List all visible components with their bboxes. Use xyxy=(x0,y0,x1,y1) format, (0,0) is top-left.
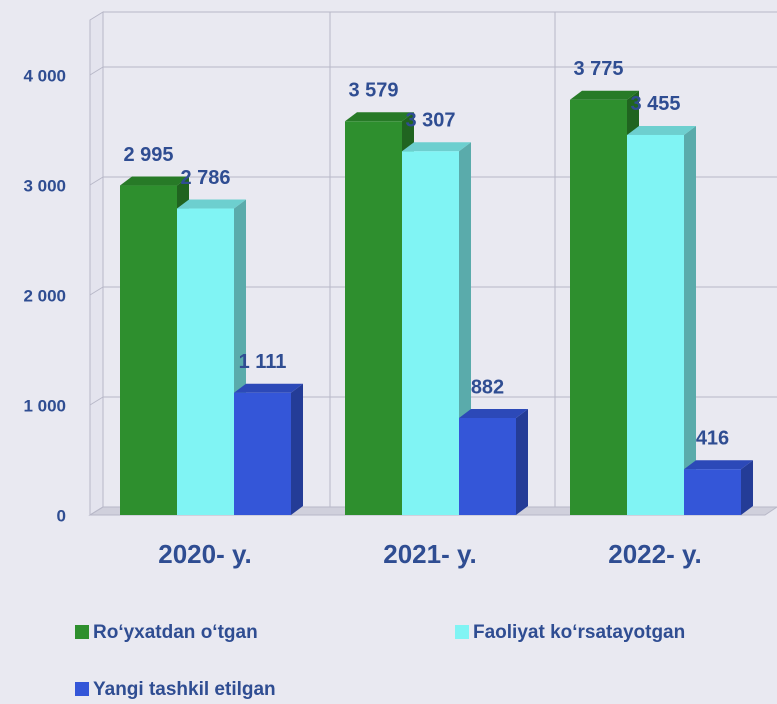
bar-top xyxy=(570,90,639,100)
bar xyxy=(684,460,753,515)
bar xyxy=(459,408,528,515)
grid-line xyxy=(89,396,104,406)
legend-label: Yangi tashkil etilgan xyxy=(93,679,276,700)
bar-front xyxy=(459,417,516,515)
data-label: 3 455 xyxy=(630,93,680,115)
grid-line xyxy=(89,506,104,516)
bar-top xyxy=(234,383,303,393)
data-label: 1 111 xyxy=(239,351,287,373)
bar-top xyxy=(684,460,753,470)
bar-front xyxy=(570,99,627,515)
legend-label: Ro‘yxatdan o‘tgan xyxy=(93,622,258,643)
bar-front xyxy=(177,208,234,516)
bar-side xyxy=(684,125,696,515)
bar-front xyxy=(627,134,684,515)
bar-front xyxy=(402,151,459,516)
bar-side xyxy=(516,408,528,515)
y-tick-label: 3 000 xyxy=(23,176,66,195)
y-tick-label: 4 000 xyxy=(23,66,66,85)
data-label: 882 xyxy=(471,376,504,398)
data-label: 416 xyxy=(696,428,729,450)
legend-swatch xyxy=(455,625,469,639)
y-tick-label: 0 xyxy=(57,506,66,525)
bar-top xyxy=(120,176,189,186)
bar-top xyxy=(402,142,471,152)
bar-front xyxy=(234,392,291,515)
bar-top xyxy=(177,199,246,209)
bar-top xyxy=(627,125,696,135)
y-tick-label: 1 000 xyxy=(23,396,66,415)
data-label: 3 307 xyxy=(405,110,455,132)
bar xyxy=(234,383,303,515)
bar-top xyxy=(345,112,414,122)
data-label: 3 579 xyxy=(348,80,398,102)
data-label: 3 775 xyxy=(573,58,623,80)
bar xyxy=(627,125,696,515)
data-label: 2 786 xyxy=(180,167,230,189)
grid-line xyxy=(89,176,104,186)
data-label: 2 995 xyxy=(123,144,173,166)
legend-label: Faoliyat ko‘rsatayotgan xyxy=(473,622,685,643)
x-tick-label: 2022- y. xyxy=(608,539,701,569)
grid-line xyxy=(89,66,104,76)
x-tick-label: 2020- y. xyxy=(158,539,251,569)
y-tick-label: 2 000 xyxy=(23,286,66,305)
bar-front xyxy=(120,185,177,516)
bar-side xyxy=(741,460,753,515)
bar-side xyxy=(291,383,303,515)
legend-swatch xyxy=(75,682,89,696)
legend-swatch xyxy=(75,625,89,639)
bar-top xyxy=(459,408,528,418)
bar-front xyxy=(345,121,402,515)
x-tick-label: 2021- y. xyxy=(383,539,476,569)
grid-line xyxy=(89,286,104,296)
side-wall xyxy=(89,11,104,516)
bar-front xyxy=(684,469,741,515)
